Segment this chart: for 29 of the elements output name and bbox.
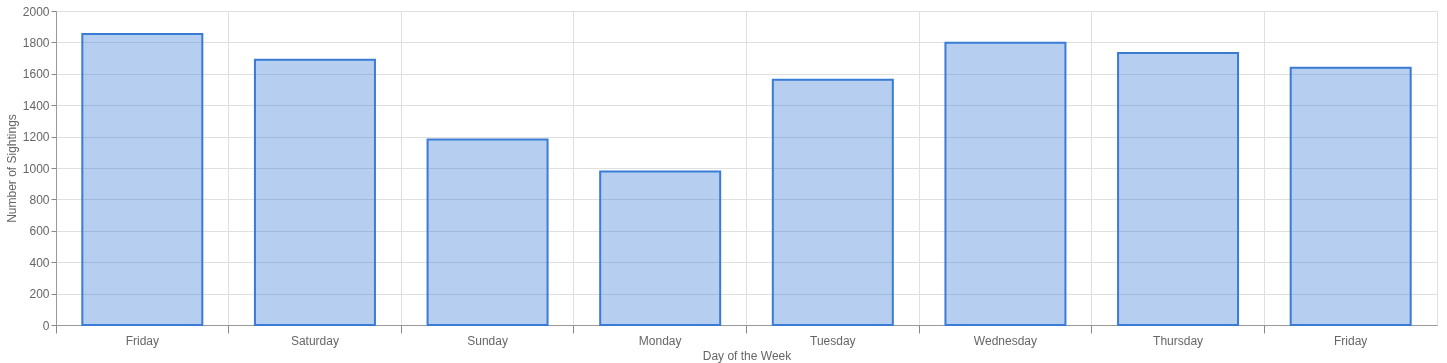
y-axis-title: Number of Sightings xyxy=(4,114,19,223)
x-tick-label: Thursday xyxy=(1153,333,1204,348)
y-tick-label: 1000 xyxy=(22,161,50,176)
x-tick-label: Tuesday xyxy=(810,333,856,348)
bar xyxy=(1289,66,1412,326)
bar xyxy=(1117,51,1240,326)
x-tick-label: Sunday xyxy=(467,333,508,348)
bar xyxy=(599,170,722,326)
y-tick-label: 1200 xyxy=(22,130,50,145)
x-tick-label: Wednesday xyxy=(973,333,1038,348)
y-tick-label: 200 xyxy=(29,287,50,302)
y-tick-label: 800 xyxy=(29,192,50,207)
x-tick-label: Monday xyxy=(638,333,682,348)
bar xyxy=(426,138,549,326)
bar xyxy=(944,41,1067,326)
y-tick-label: 1800 xyxy=(22,35,50,50)
y-tick-label: 0 xyxy=(42,318,50,333)
x-axis-title: Day of the Week xyxy=(702,348,793,363)
y-tick-label: 600 xyxy=(29,224,50,239)
x-tick-label: Friday xyxy=(125,333,159,348)
x-tick-label: Saturday xyxy=(290,333,339,348)
bar xyxy=(771,78,894,326)
y-tick-label: 1600 xyxy=(22,67,50,82)
x-tick-label: Friday xyxy=(1334,333,1368,348)
y-tick-label: 1400 xyxy=(22,98,50,113)
y-tick-label: 400 xyxy=(29,255,50,270)
bar xyxy=(253,58,376,326)
bar xyxy=(81,32,204,326)
y-tick-label: 2000 xyxy=(22,4,50,19)
